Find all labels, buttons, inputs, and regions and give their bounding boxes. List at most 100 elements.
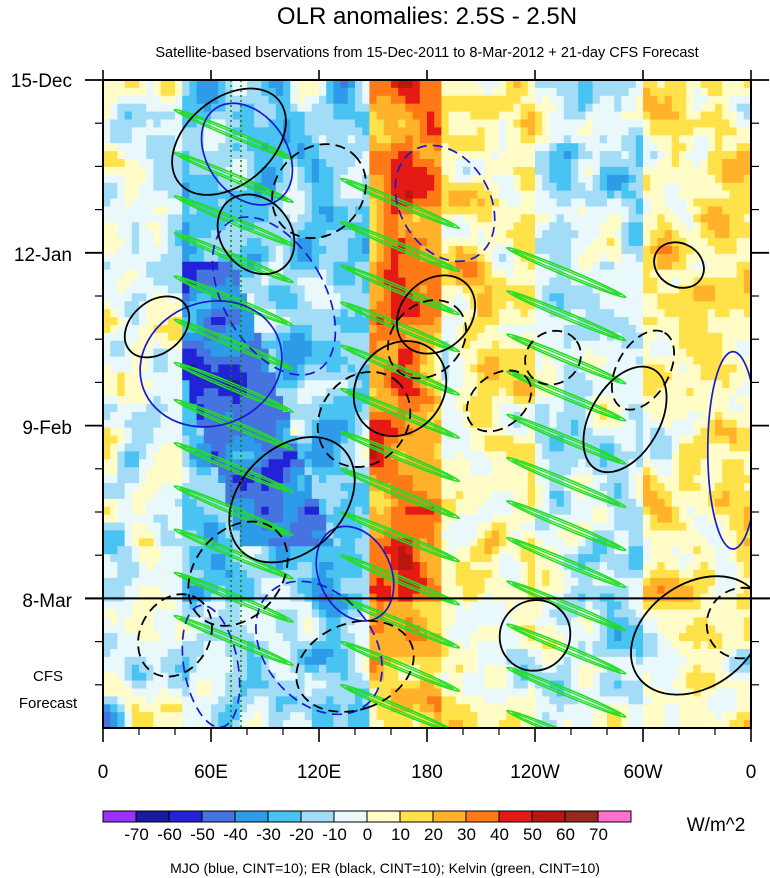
olr-cell [239,174,248,184]
olr-cell [614,206,622,215]
olr-cell [621,324,630,334]
olr-cell [412,190,421,200]
olr-cell [657,103,666,113]
olr-cell [578,238,586,247]
olr-cell [362,166,370,176]
olr-cell [232,277,241,287]
olr-cell [563,490,572,500]
olr-cell [693,166,702,176]
olr-cell [355,159,363,168]
olr-cell [628,87,637,97]
olr-cell [729,451,738,460]
olr-cell [729,490,738,500]
olr-cell [355,190,363,200]
olr-cell [376,159,385,168]
olr-cell [124,95,133,105]
olr-cell [463,119,471,129]
olr-cell [110,411,118,421]
olr-cell [261,293,270,302]
olr-cell [664,317,673,326]
olr-cell [175,119,183,129]
olr-cell [470,301,478,310]
olr-cell [355,166,363,176]
olr-cell [715,506,723,516]
olr-cell [182,230,190,239]
olr-cell [146,411,154,421]
olr-cell [650,372,658,381]
olr-cell [700,459,709,468]
olr-cell [520,245,529,255]
olr-cell [419,222,428,231]
olr-cell [592,238,601,247]
olr-cell [225,380,234,389]
olr-cell [628,301,637,310]
olr-cell [556,411,565,421]
olr-cell [297,151,306,160]
olr-cell [211,80,219,89]
olr-cell [628,135,637,144]
olr-cell [398,245,406,255]
olr-cell [477,443,486,453]
olr-cell [736,459,745,468]
olr-cell [563,380,572,389]
olr-cell [160,459,169,468]
olr-cell [729,143,738,152]
olr-cell [513,143,522,152]
olr-cell [203,127,212,136]
olr-cell [405,348,414,358]
olr-cell [592,198,601,208]
olr-cell [189,411,198,421]
olr-cell [628,143,637,152]
olr-cell [283,451,291,460]
olr-cell [628,166,637,176]
olr-cell [499,127,507,136]
olr-cell [117,95,126,105]
olr-cell [319,506,327,516]
olr-cell [729,182,738,192]
olr-cell [355,143,363,152]
olr-cell [607,293,615,302]
olr-cell [679,483,687,492]
olr-cell [304,230,313,239]
olr-cell [463,411,471,421]
olr-cell [621,190,630,200]
olr-cell [239,159,248,168]
olr-cell [448,190,457,200]
olr-cell [412,95,421,105]
olr-cell [729,253,738,263]
olr-cell [326,285,334,294]
olr-cell [196,443,205,453]
olr-cell [362,261,370,271]
olr-cell [700,380,709,389]
olr-cell [369,198,378,208]
olr-cell [657,301,666,310]
olr-cell [664,198,673,208]
olr-cell [398,506,406,516]
olr-cell [427,285,435,294]
olr-cell [650,309,658,318]
olr-cell [268,388,277,397]
olr-cell [455,309,464,318]
olr-cell [254,238,262,247]
olr-cell [376,427,385,437]
olr-cell [369,348,378,358]
olr-cell [427,419,435,429]
olr-cell [376,490,385,500]
olr-cell [124,324,133,334]
olr-cell [362,483,370,492]
olr-cell [643,166,651,176]
olr-cell [470,238,478,247]
olr-cell [225,261,234,271]
olr-cell [326,198,334,208]
olr-cell [650,222,658,231]
olr-cell [455,206,464,215]
olr-cell [671,285,680,294]
olr-cell [715,293,723,302]
olr-cell [664,277,673,287]
olr-cell [463,95,471,105]
olr-cell [571,293,579,302]
olr-cell [729,285,738,294]
olr-cell [376,475,385,484]
olr-cell [211,269,219,279]
olr-cell [578,190,586,200]
